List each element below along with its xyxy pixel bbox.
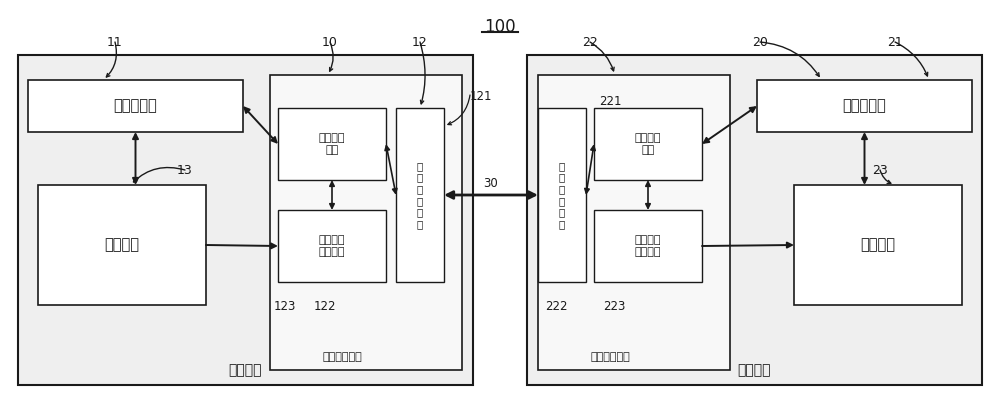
Text: 第一通信接口: 第一通信接口: [322, 352, 362, 362]
Bar: [18, 55, 473, 385]
Text: 222: 222: [545, 300, 567, 313]
Bar: [38, 185, 206, 305]
Bar: [538, 108, 586, 282]
Text: 22: 22: [582, 36, 598, 49]
Text: 20: 20: [752, 36, 768, 49]
Bar: [278, 108, 386, 180]
Text: 第一环状
缓冲模块: 第一环状 缓冲模块: [319, 235, 345, 257]
Bar: [28, 80, 243, 132]
Bar: [270, 75, 462, 370]
Text: 23: 23: [872, 164, 888, 176]
Text: 第一控制
模块: 第一控制 模块: [319, 133, 345, 155]
Bar: [594, 210, 702, 282]
Text: 第一闪存: 第一闪存: [104, 237, 140, 252]
Text: 100: 100: [484, 18, 516, 36]
Text: 第二闪存: 第二闪存: [860, 237, 896, 252]
Text: 223: 223: [603, 300, 625, 313]
Text: 第
二
总
线
接
口: 第 二 总 线 接 口: [559, 161, 565, 229]
Text: 121: 121: [470, 90, 492, 103]
Text: 第二处理器: 第二处理器: [843, 98, 886, 113]
Text: 122: 122: [314, 300, 336, 313]
Text: 第一芯片: 第一芯片: [229, 363, 262, 377]
Text: 123: 123: [274, 300, 296, 313]
Text: 10: 10: [322, 36, 338, 49]
Text: 第二通信接口: 第二通信接口: [590, 352, 630, 362]
Bar: [396, 108, 444, 282]
Bar: [794, 185, 962, 305]
Bar: [757, 80, 972, 132]
Bar: [538, 75, 730, 370]
Bar: [594, 108, 702, 180]
Text: 第
一
总
线
接
口: 第 一 总 线 接 口: [417, 161, 423, 229]
Text: 30: 30: [484, 176, 498, 190]
Text: 21: 21: [887, 36, 903, 49]
Text: 第二控制
模块: 第二控制 模块: [635, 133, 661, 155]
Text: 第二芯片: 第二芯片: [738, 363, 771, 377]
Text: 11: 11: [107, 36, 123, 49]
Text: 221: 221: [599, 95, 621, 108]
Text: 第一处理器: 第一处理器: [114, 98, 157, 113]
Text: 12: 12: [412, 36, 428, 49]
Bar: [527, 55, 982, 385]
Bar: [278, 210, 386, 282]
Text: 13: 13: [177, 164, 193, 176]
Text: 第二环状
缓冲模块: 第二环状 缓冲模块: [635, 235, 661, 257]
